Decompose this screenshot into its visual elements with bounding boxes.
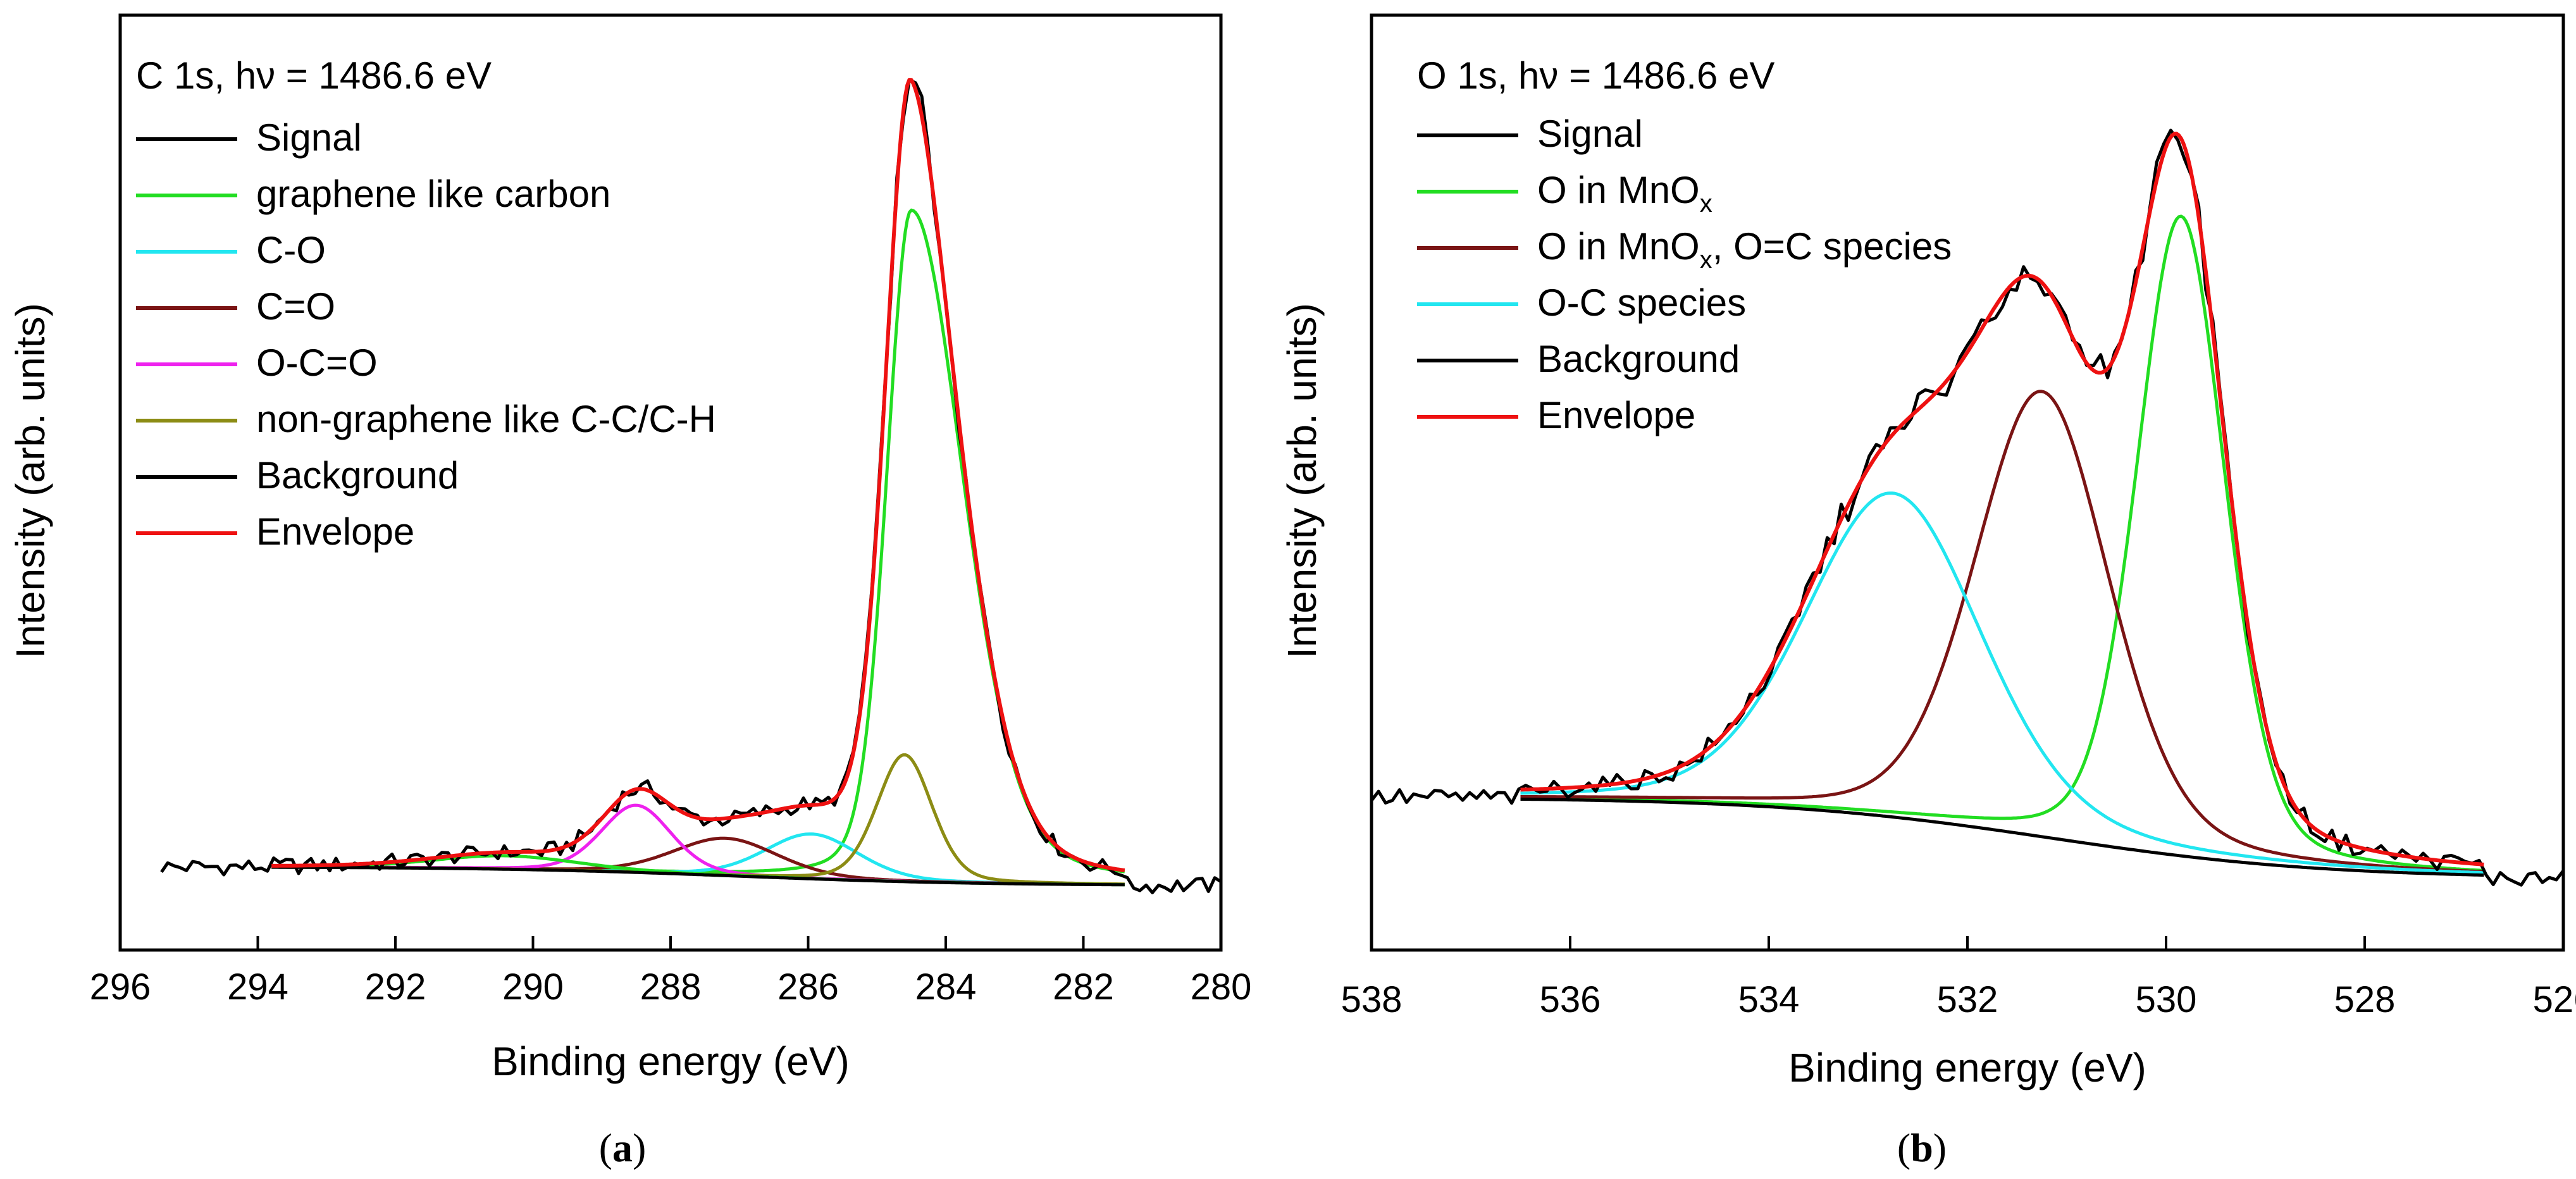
plot-frame: [1370, 13, 2565, 952]
legend-label: O-C species: [1537, 281, 1746, 324]
legend: C 1s, hν = 1486.6 eV Signal graphene like…: [136, 54, 716, 553]
background-curve: [271, 865, 1125, 887]
x-ticks: 538 536 534 532 530 528 526: [1341, 936, 2576, 1020]
panel-title: C 1s, hν = 1486.6 eV: [136, 54, 492, 97]
x-tick-label: 284: [915, 966, 977, 1008]
envelope-curve: [271, 78, 1125, 872]
envelope-curve: [1520, 132, 2484, 867]
x-tick-label: 526: [2533, 979, 2576, 1020]
legend-label: O in MnOx: [1537, 169, 1712, 218]
panel-b: 538 536 534 532 530 528 526 O 1s, hν = 1486.6 …: [1279, 13, 2576, 1170]
x-tick-label: 288: [640, 966, 702, 1008]
component-o-in-mnox-o-c-species: [1520, 390, 2484, 873]
x-ticks: 296 294 292 290 288 286 284 282 280: [90, 936, 1252, 1008]
x-tick-label: 530: [2136, 979, 2197, 1020]
legend-label: Envelope: [256, 510, 414, 553]
panel-caption: (b): [1897, 1125, 1947, 1170]
legend-label: Envelope: [1537, 394, 1695, 436]
x-tick-label: 290: [502, 966, 564, 1008]
legend-label: Background: [256, 454, 459, 497]
x-axis-label: Binding energy (eV): [492, 1039, 850, 1084]
legend-label: Signal: [256, 116, 362, 159]
x-tick-label: 538: [1341, 979, 1403, 1020]
component-o-c-species: [1520, 491, 2484, 875]
y-axis-label: Intensity (arb. units): [8, 303, 53, 658]
caption-letter: a: [612, 1125, 633, 1170]
signal-curve: [160, 78, 1222, 894]
panel-caption: (a): [599, 1125, 647, 1170]
legend-label: O-C=O: [256, 342, 378, 384]
background-curve: [1520, 798, 2484, 877]
legend-label: C-O: [256, 229, 326, 271]
x-axis-label: Binding energy (eV): [1788, 1045, 2146, 1090]
legend-label: graphene like carbon: [256, 173, 610, 215]
x-tick-label: 534: [1738, 979, 1800, 1020]
x-tick-label: 528: [2334, 979, 2396, 1020]
component-o-in-mnox: [1520, 214, 2484, 872]
y-axis-label: Intensity (arb. units): [1279, 303, 1325, 658]
curves: [160, 78, 1222, 894]
panel-a: 296 294 292 290 288 286 284 282 280 C 1s, hν = 1…: [8, 13, 1252, 1170]
x-tick-label: 536: [1540, 979, 1601, 1020]
x-tick-label: 532: [1937, 979, 1998, 1020]
x-tick-label: 292: [365, 966, 426, 1008]
legend: O 1s, hν = 1486.6 eV Signal O in MnOx O in…: [1417, 54, 1952, 436]
panel-title: O 1s, hν = 1486.6 eV: [1417, 54, 1774, 97]
x-tick-label: 280: [1191, 966, 1252, 1008]
legend-label: non-graphene like C-C/C-H: [256, 398, 716, 440]
legend-label: Signal: [1537, 113, 1643, 155]
x-tick-label: 286: [777, 966, 839, 1008]
legend-label: Background: [1537, 338, 1740, 380]
x-tick-label: 296: [90, 966, 151, 1008]
caption-letter: b: [1910, 1125, 1933, 1170]
x-tick-label: 294: [227, 966, 288, 1008]
curves: [1370, 128, 2565, 887]
legend-label: C=O: [256, 285, 335, 328]
legend-label: O in MnOx, O=C species: [1537, 225, 1952, 274]
x-tick-label: 282: [1053, 966, 1114, 1008]
